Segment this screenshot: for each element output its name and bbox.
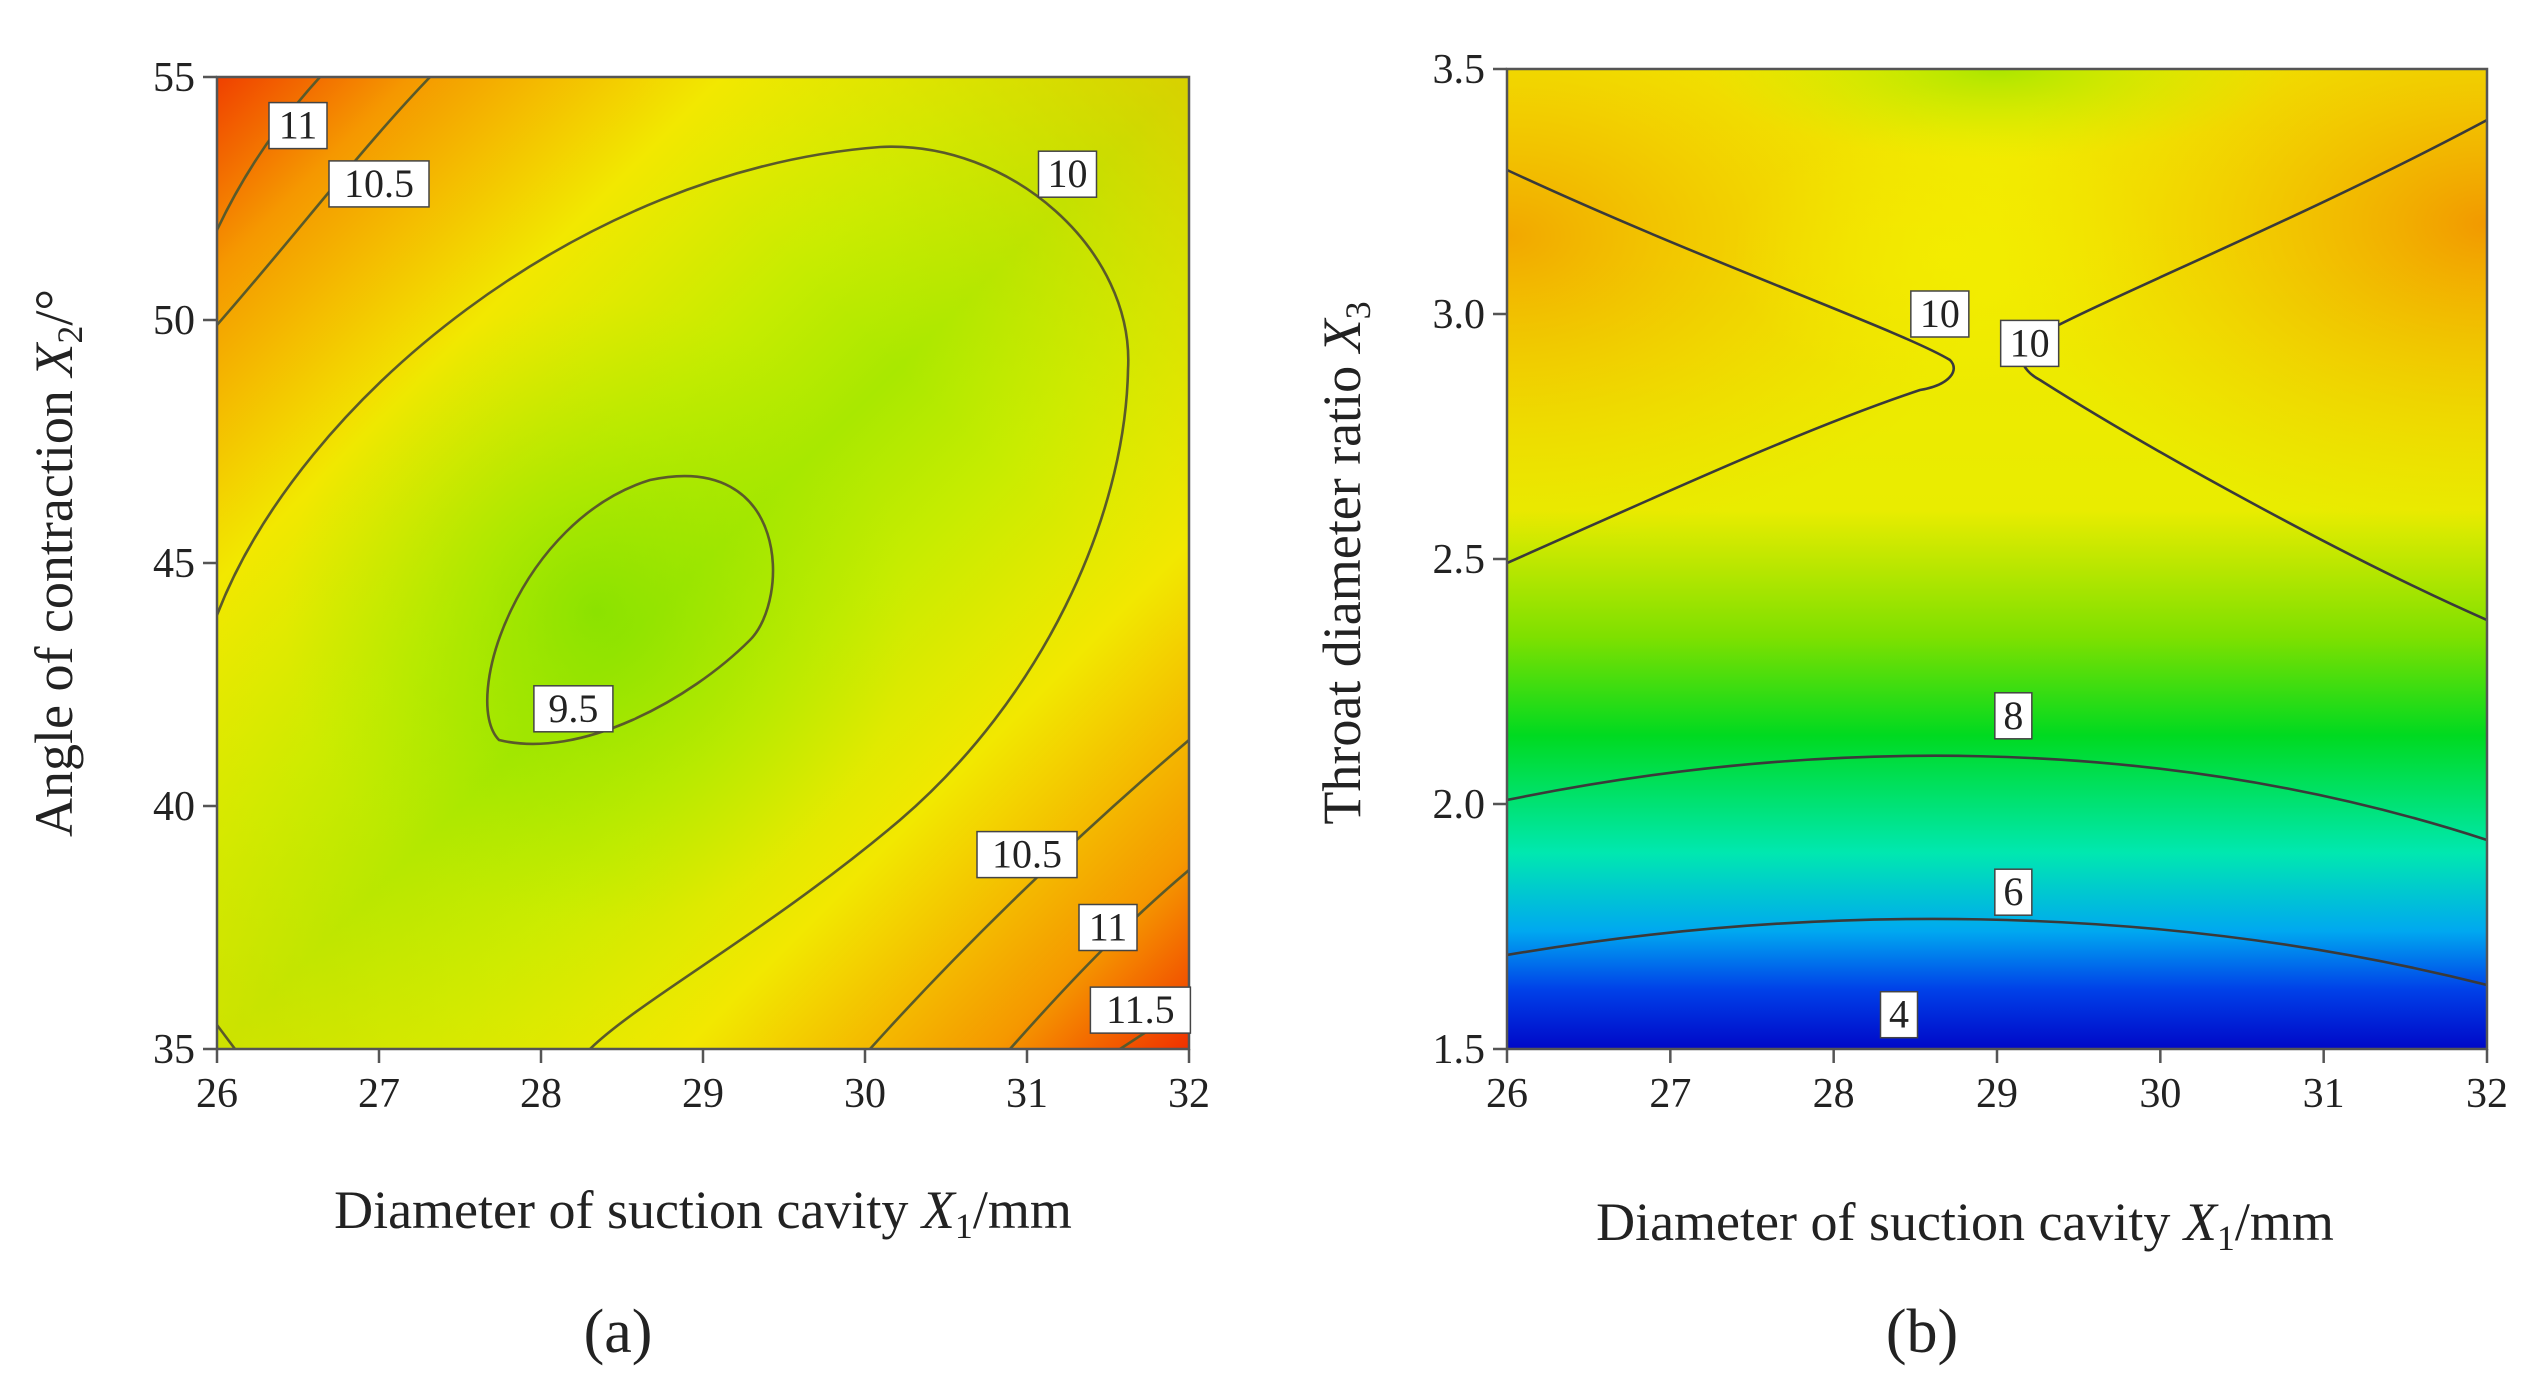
- contour-label-value: 6: [2003, 869, 2023, 914]
- contour-label-box: [1910, 290, 1970, 338]
- contour-label-10.5: 10.5: [328, 160, 430, 208]
- x-tick-label: 30: [2139, 1071, 2181, 1117]
- y-tick-label: 2.0: [1433, 782, 1486, 828]
- heatmap-b: [1507, 69, 2487, 1049]
- contour-label-10: 10: [1999, 319, 2060, 368]
- x-tick-label: 32: [1168, 1071, 1210, 1117]
- contour-label-box: [1037, 150, 1098, 198]
- contour-lines-b: [1507, 118, 2487, 987]
- contour-label-value: 11.5: [1106, 987, 1175, 1032]
- y-tick-label: 45: [153, 541, 195, 587]
- contour-label-value: 4: [1889, 992, 1909, 1037]
- y-tick-label: 3.0: [1433, 292, 1486, 338]
- contour-label-value: 10: [1920, 291, 1960, 336]
- heatmap-b-saddle: [1507, 69, 2487, 689]
- panel-label-b: (b): [1886, 1298, 1958, 1366]
- contour-label-box: [1089, 986, 1192, 1034]
- contour-label-9.5: 9.5: [533, 685, 614, 733]
- x-tick-label: 31: [2303, 1071, 2345, 1117]
- contour-label-box: [1999, 319, 2060, 368]
- contour-labels-a: 9.5 10 10.5 11 10.5 11 11.5: [268, 101, 1192, 1034]
- contour-line-10-corner: [217, 1024, 237, 1049]
- x-tick-label: 26: [196, 1071, 238, 1117]
- panel-b: 26 27 28 29 30 31 32 1.5 2.0 2.5 3.0 3.5 10 10 8 6 4 Di…: [1312, 47, 2508, 1366]
- x-tick-label: 32: [2466, 1071, 2508, 1117]
- contour-line-9.5: [485, 474, 775, 746]
- contour-label-box: [1994, 868, 2033, 916]
- contour-label-4: 4: [1879, 990, 1919, 1039]
- contour-label-value: 10.5: [344, 161, 414, 206]
- contour-label-value: 9.5: [548, 686, 598, 731]
- panel-a: 26 27 28 29 30 31 32 35 40 45 50 55 9.5 10 10.5 11 10.5…: [24, 55, 1210, 1366]
- x-tick-label: 30: [844, 1071, 886, 1117]
- contour-label-10.5: 10.5: [976, 830, 1078, 879]
- x-tick-label: 27: [1649, 1071, 1691, 1117]
- ticks-b: 26 27 28 29 30 31 32 1.5 2.0 2.5 3.0 3.5: [1433, 47, 2509, 1117]
- x-tick-label: 26: [1486, 1071, 1528, 1117]
- x-tick-label: 27: [358, 1071, 400, 1117]
- contour-line-6: [1507, 917, 2487, 987]
- y-tick-label: 50: [153, 298, 195, 344]
- contour-labels-b: 10 10 8 6 4: [1879, 290, 2060, 1039]
- x-axis-title-b: Diameter of suction cavity X1/mm: [1596, 1192, 2334, 1258]
- contour-label-box: [976, 830, 1078, 879]
- contour-label-value: 8: [2003, 693, 2023, 738]
- x-tick-label: 31: [1006, 1071, 1048, 1117]
- contour-label-6: 6: [1994, 868, 2033, 916]
- contour-line-10-left: [1507, 168, 1956, 565]
- x-tick-label: 28: [1813, 1071, 1855, 1117]
- contour-line-10.5-bottom: [869, 739, 1189, 1049]
- contour-label-box: [1994, 692, 2033, 740]
- contour-label-box: [328, 160, 430, 208]
- contour-label-11.5: 11.5: [1089, 986, 1192, 1034]
- y-tick-label: 3.5: [1433, 47, 1486, 93]
- y-tick-label: 35: [153, 1027, 195, 1073]
- contour-label-11: 11: [1078, 903, 1138, 952]
- contour-line-10: [217, 145, 1130, 1049]
- y-tick-label: 40: [153, 784, 195, 830]
- contour-label-11: 11: [268, 101, 328, 150]
- ticks-a: 26 27 28 29 30 31 32 35 40 45 50 55: [153, 55, 1210, 1117]
- contour-label-box: [1078, 903, 1138, 952]
- contour-label-10: 10: [1910, 290, 1970, 338]
- x-tick-label: 28: [520, 1071, 562, 1117]
- y-tick-label: 55: [153, 55, 195, 101]
- contour-label-value: 11: [279, 103, 318, 148]
- contour-line-8: [1507, 754, 2487, 842]
- x-tick-label: 29: [682, 1071, 724, 1117]
- y-tick-label: 1.5: [1433, 1027, 1486, 1073]
- y-axis-title-b: Throat diameter ratio X3: [1312, 301, 1378, 824]
- y-tick-label: 2.5: [1433, 537, 1486, 583]
- heatmap-a: [217, 77, 1189, 1049]
- contour-label-value: 11: [1089, 905, 1128, 950]
- contour-label-value: 10: [1048, 151, 1088, 196]
- contour-label-value: 10.5: [992, 832, 1062, 877]
- contour-label-10: 10: [1037, 150, 1098, 198]
- contour-label-8: 8: [1994, 692, 2033, 740]
- y-axis-title-a: Angle of contraction X2/°: [24, 289, 90, 837]
- contour-label-value: 10: [2010, 320, 2050, 365]
- contour-label-box: [1879, 990, 1919, 1039]
- panel-label-a: (a): [584, 1298, 653, 1366]
- contour-label-box: [533, 685, 614, 733]
- x-axis-title-a: Diameter of suction cavity X1/mm: [334, 1180, 1072, 1246]
- x-tick-label: 29: [1976, 1071, 2018, 1117]
- contour-label-box: [268, 101, 328, 150]
- heatmap-a-minimum: [217, 77, 1189, 1049]
